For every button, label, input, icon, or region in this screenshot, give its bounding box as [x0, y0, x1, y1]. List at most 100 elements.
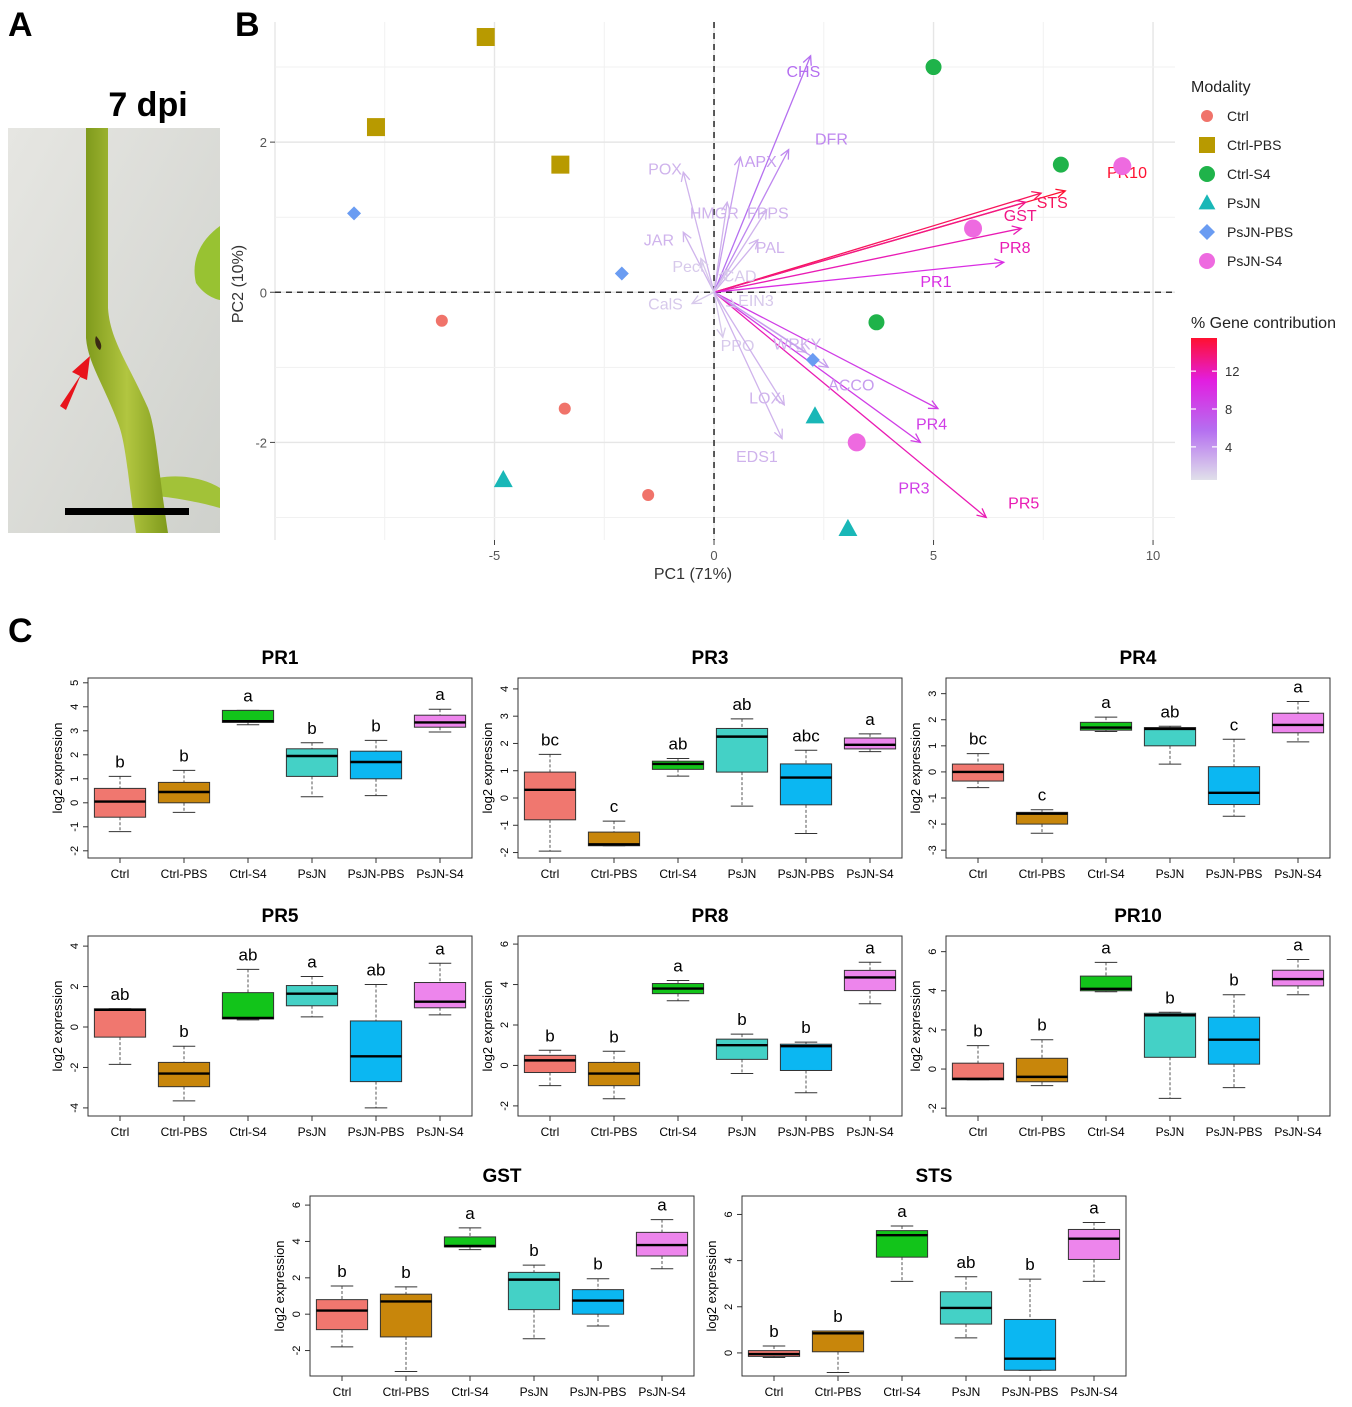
x-tick-label: Ctrl-PBS — [161, 1125, 208, 1139]
loading-arrow-pect — [700, 258, 715, 293]
point-psjn-s4 — [964, 219, 983, 238]
box-psjn-s4 — [843, 737, 897, 750]
y-tick-label: 2 — [927, 1027, 939, 1033]
gradient-tick-label: 8 — [1225, 402, 1232, 417]
legend-label-psjn-s4: PsJN-S4 — [1227, 253, 1282, 269]
point-ctrl-pbs — [551, 155, 570, 174]
point-ctrl — [435, 314, 448, 327]
significance-letter: b — [371, 716, 380, 735]
panel-label-a: A — [8, 6, 33, 44]
loading-label-acco: ACCO — [828, 378, 874, 395]
arrow-head — [1055, 188, 1067, 199]
boxplot-sts: STS log2 expression 0 2 4 6 b Ctrl b Ctrl-PBS a Ctr… — [704, 1166, 1127, 1399]
y-tick-label: 0 — [927, 1066, 939, 1072]
significance-letter: b — [609, 1027, 618, 1046]
x-tick-label: PsJN-S4 — [846, 1125, 894, 1139]
box-ctrl — [523, 1054, 577, 1074]
loading-label-pal: PAL — [756, 240, 785, 257]
significance-letter: b — [1229, 971, 1238, 990]
legend-label-ctrl-pbs: Ctrl-PBS — [1227, 137, 1281, 153]
arrow-head — [994, 258, 1006, 269]
x-tick-label: Ctrl-S4 — [659, 1125, 697, 1139]
box-ctrl — [523, 771, 577, 821]
significance-letter: a — [465, 1204, 475, 1223]
plot-frame — [517, 677, 903, 859]
y-tick-label: 2 — [499, 1022, 511, 1028]
x-tick-label: Ctrl — [111, 1125, 130, 1139]
box-psjn — [715, 727, 769, 773]
loading-label-pr1: PR1 — [920, 274, 951, 291]
significance-letter: a — [435, 939, 445, 958]
significance-letter: b — [179, 746, 188, 765]
loading-label-pect: Pect — [672, 259, 705, 276]
box-ctrl-s4 — [221, 992, 275, 1020]
box-psjn-pbs — [779, 1043, 833, 1071]
loading-arrow-pr8 — [713, 227, 1022, 293]
loading-arrow-pr3 — [713, 291, 921, 443]
plot-frame — [945, 677, 1331, 859]
significance-letter: a — [1293, 677, 1303, 696]
box-ctrl-pbs — [811, 1330, 865, 1353]
box-psjn-s4 — [843, 969, 897, 992]
y-tick-label: 6 — [499, 941, 511, 947]
x-tick-label: Ctrl-S4 — [659, 867, 697, 881]
loading-arrow-gst — [713, 201, 1026, 293]
y-tick-label: 0 — [723, 1350, 735, 1356]
x-tick-label: Ctrl-S4 — [229, 867, 267, 881]
box-psjn-s4 — [1067, 1228, 1121, 1260]
loading-arrow-dfr — [713, 149, 790, 293]
box-ctrl-s4 — [651, 760, 705, 770]
arrow-head — [690, 295, 703, 305]
arrow-head — [721, 200, 731, 212]
x-tick-label: PsJN — [520, 1385, 549, 1399]
x-tick-label: Ctrl-S4 — [451, 1385, 489, 1399]
box-ctrl-s4 — [221, 709, 275, 723]
arrow-head — [748, 238, 759, 250]
x-tick-label: Ctrl-PBS — [815, 1385, 862, 1399]
box-psjn-pbs — [1207, 766, 1261, 806]
point-psjn-pbs — [805, 352, 820, 367]
significance-letter: b — [737, 1010, 746, 1029]
boxplot-gst: GST log2 expression -2 0 2 4 6 b Ctrl b Ctrl-PBS a C… — [272, 1166, 695, 1399]
significance-letter: bc — [969, 730, 987, 749]
y-tick-label: 2 — [927, 717, 939, 723]
loading-label-pr8: PR8 — [999, 240, 1030, 257]
arrow-head — [680, 170, 691, 183]
x-tick-label: PsJN-PBS — [570, 1385, 627, 1399]
significance-letter: a — [1089, 1199, 1099, 1218]
x-tick-label: PsJN-S4 — [638, 1385, 686, 1399]
y-tick-label: 2 — [723, 1304, 735, 1310]
y-axis-label: log2 expression — [908, 722, 923, 813]
significance-letter: a — [243, 686, 253, 705]
significance-letter: ab — [669, 734, 688, 753]
significance-letter: ab — [111, 985, 130, 1004]
arrow-head — [733, 155, 744, 167]
box-psjn-s4 — [1271, 712, 1325, 734]
box-psjn-s4 — [413, 714, 467, 728]
box-psjn-pbs — [1003, 1318, 1057, 1371]
x-tick-label: Ctrl-PBS — [161, 867, 208, 881]
x-tick-label: PsJN-PBS — [348, 1125, 405, 1139]
x-tick-label: PsJN — [728, 1125, 757, 1139]
y-axis-label: log2 expression — [480, 980, 495, 1071]
significance-letter: b — [545, 1026, 554, 1045]
y-tick-label: -2 — [927, 819, 939, 829]
x-tick-label: Ctrl-S4 — [229, 1125, 267, 1139]
y-tick-label: 1 — [499, 768, 511, 774]
x-tick-label: Ctrl — [969, 1125, 988, 1139]
arrow-head — [718, 268, 728, 280]
loading-label-pr3: PR3 — [898, 480, 929, 497]
plot-frame — [87, 935, 473, 1117]
y-tick-label: 0 — [499, 1062, 511, 1068]
scale-bar — [65, 508, 189, 515]
y-tick-label: 6 — [723, 1211, 735, 1217]
loading-arrow-pr4 — [713, 291, 939, 410]
significance-letter: a — [1101, 693, 1111, 712]
plot-frame — [87, 677, 473, 859]
boxplot-pr8: PR8 log2 expression -2 0 2 4 6 b Ctrl b Ctrl-PBS a C… — [480, 906, 903, 1139]
x-tick-label: PsJN — [298, 1125, 327, 1139]
x-tick-label: Ctrl-PBS — [383, 1385, 430, 1399]
significance-letter: a — [435, 685, 445, 704]
y-tick-label: -3 — [927, 845, 939, 855]
red-arrow — [60, 356, 90, 410]
